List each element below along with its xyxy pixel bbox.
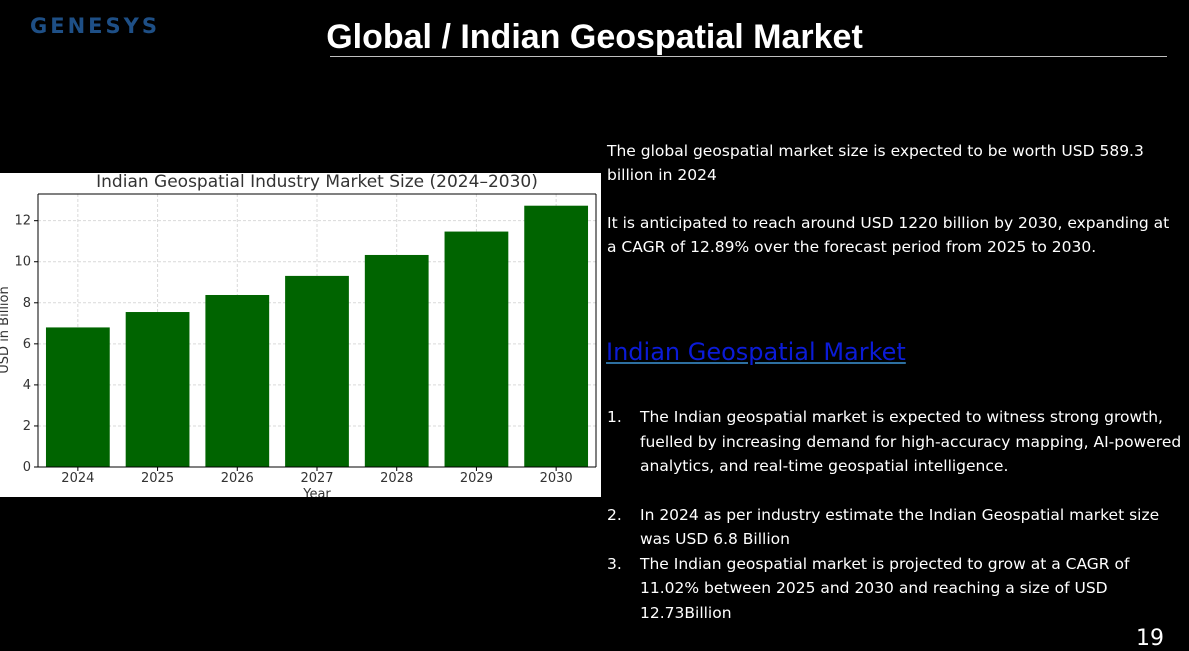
chart-svg: 0 2 4 6 8 10 12 2024 2025 2026 2027 2028 2029 2030 Ind… [0,173,597,497]
x-tick-label: 2024 [61,471,94,486]
list-item-text: In 2024 as per industry estimate the Ind… [640,505,1160,549]
list-item-number: 3. [607,554,622,573]
title-divider [330,56,1167,57]
list-item: 2. In 2024 as per industry estimate the … [607,503,1182,552]
bar-2025 [125,312,190,467]
global-para-2: It is anticipated to reach around USD 12… [607,214,1170,256]
x-tick-label: 2026 [221,471,254,486]
x-tick-label: 2028 [380,471,413,486]
x-axis-label: Year [302,487,331,497]
page-number: 19 [1136,626,1164,651]
y-tick-label: 2 [23,419,31,434]
x-tick-label: 2030 [540,471,573,486]
chart-title: Indian Geospatial Industry Market Size (… [96,173,538,192]
list-item-text: The Indian geospatial market is projecte… [640,554,1130,622]
x-tick-label: 2025 [141,471,174,486]
indian-market-heading-link[interactable]: Indian Geospatial Market [606,338,906,366]
bar-2026 [205,294,270,467]
bar-2024 [45,327,110,467]
list-item: 1. The Indian geospatial market is expec… [607,405,1182,479]
bar-2027 [285,275,349,467]
list-item-number: 2. [607,505,622,524]
list-item-text: The Indian geospatial market is expected… [640,408,1182,475]
y-tick-label: 0 [23,460,31,475]
market-size-chart: 0 2 4 6 8 10 12 2024 2025 2026 2027 2028 2029 2030 Ind… [0,173,601,497]
bar-2030 [524,205,589,467]
y-tick-label: 4 [23,378,31,393]
y-axis-label: USD in Billion [0,286,12,373]
list-item-number: 1. [607,408,622,426]
page-title: Global / Indian Geospatial Market [326,18,863,56]
global-para-1: The global geospatial market size is exp… [607,142,1144,184]
y-tick-label: 8 [23,296,31,311]
bar-2029 [444,231,509,467]
list-item: 3. The Indian geospatial market is proje… [607,552,1182,626]
indian-market-list: 1. The Indian geospatial market is expec… [607,405,1182,625]
y-tick-label: 6 [23,337,31,352]
bar-2028 [364,254,429,467]
global-market-text: The global geospatial market size is exp… [607,139,1182,259]
x-tick-label: 2029 [460,471,493,486]
y-tick-label: 10 [14,255,31,270]
x-tick-label: 2027 [300,471,333,486]
genesys-logo: GENESYS [30,14,160,38]
y-tick-label: 12 [14,214,31,229]
